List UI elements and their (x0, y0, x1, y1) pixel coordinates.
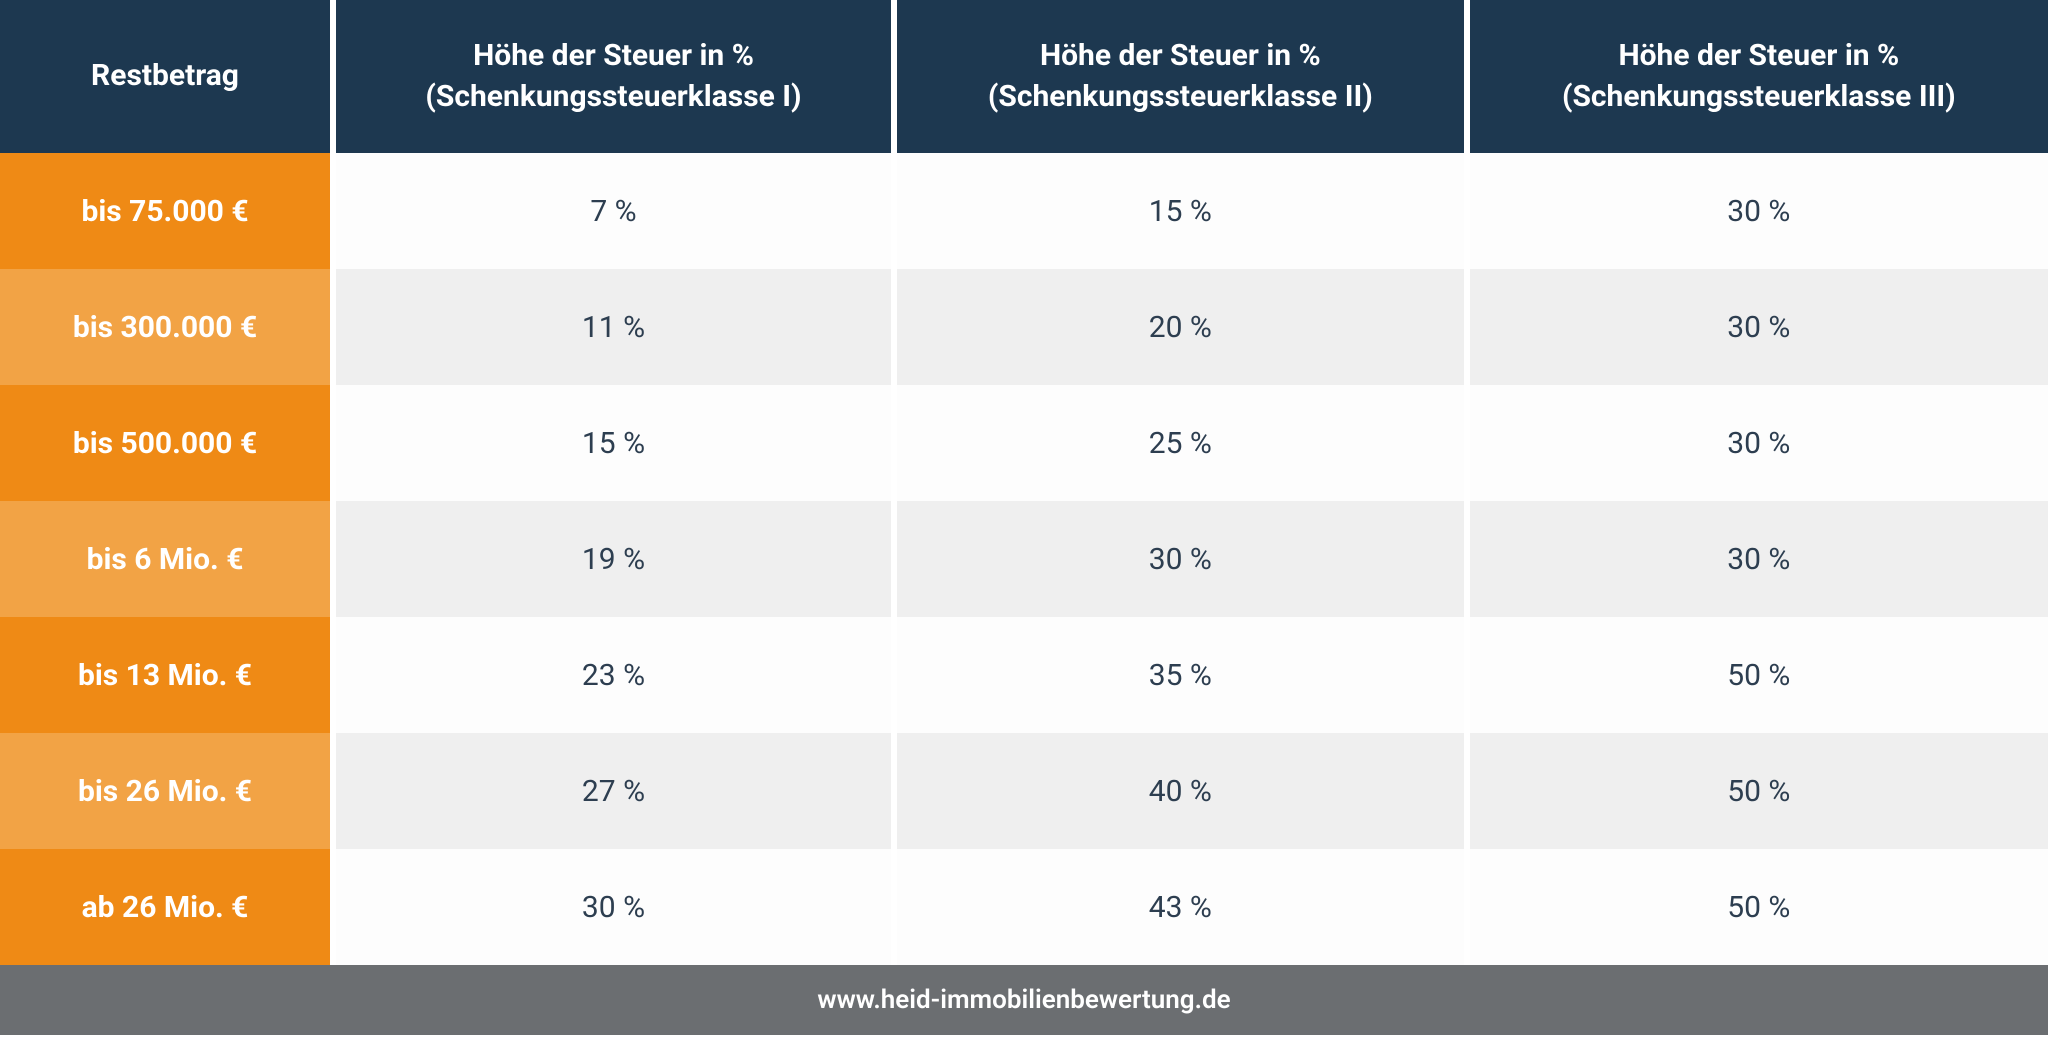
footer-credit: www.heid-immobilienbewertung.de (0, 965, 2048, 1035)
row-label: bis 75.000 € (0, 153, 330, 269)
table-row: bis 6 Mio. € 19 % 30 % 30 % (0, 501, 2048, 617)
cell-value: 15 % (330, 385, 891, 501)
col-header-restbetrag: Restbetrag (0, 0, 330, 153)
cell-value: 50 % (1464, 617, 2048, 733)
table-row: bis 500.000 € 15 % 25 % 30 % (0, 385, 2048, 501)
row-label: bis 26 Mio. € (0, 733, 330, 849)
table-row: bis 26 Mio. € 27 % 40 % 50 % (0, 733, 2048, 849)
row-label: bis 13 Mio. € (0, 617, 330, 733)
cell-value: 30 % (1464, 501, 2048, 617)
col-header-class-2: Höhe der Steuer in %(Schenkungssteuerkla… (891, 0, 1464, 153)
cell-value: 20 % (891, 269, 1464, 385)
table-header-row: Restbetrag Höhe der Steuer in %(Schenkun… (0, 0, 2048, 153)
tax-table-container: Restbetrag Höhe der Steuer in %(Schenkun… (0, 0, 2048, 1035)
row-label: ab 26 Mio. € (0, 849, 330, 965)
cell-value: 15 % (891, 153, 1464, 269)
cell-value: 30 % (891, 501, 1464, 617)
cell-value: 23 % (330, 617, 891, 733)
cell-value: 50 % (1464, 733, 2048, 849)
cell-value: 30 % (330, 849, 891, 965)
cell-value: 19 % (330, 501, 891, 617)
cell-value: 30 % (1464, 269, 2048, 385)
cell-value: 27 % (330, 733, 891, 849)
cell-value: 35 % (891, 617, 1464, 733)
cell-value: 30 % (1464, 385, 2048, 501)
cell-value: 50 % (1464, 849, 2048, 965)
table-row: bis 300.000 € 11 % 20 % 30 % (0, 269, 2048, 385)
row-label: bis 300.000 € (0, 269, 330, 385)
table-row: ab 26 Mio. € 30 % 43 % 50 % (0, 849, 2048, 965)
table-row: bis 75.000 € 7 % 15 % 30 % (0, 153, 2048, 269)
row-label: bis 500.000 € (0, 385, 330, 501)
table-row: bis 13 Mio. € 23 % 35 % 50 % (0, 617, 2048, 733)
col-header-class-3: Höhe der Steuer in %(Schenkungssteuerkla… (1464, 0, 2048, 153)
cell-value: 7 % (330, 153, 891, 269)
cell-value: 43 % (891, 849, 1464, 965)
cell-value: 11 % (330, 269, 891, 385)
cell-value: 25 % (891, 385, 1464, 501)
cell-value: 30 % (1464, 153, 2048, 269)
col-header-class-1: Höhe der Steuer in %(Schenkungssteuerkla… (330, 0, 891, 153)
cell-value: 40 % (891, 733, 1464, 849)
tax-table: Restbetrag Höhe der Steuer in %(Schenkun… (0, 0, 2048, 965)
row-label: bis 6 Mio. € (0, 501, 330, 617)
